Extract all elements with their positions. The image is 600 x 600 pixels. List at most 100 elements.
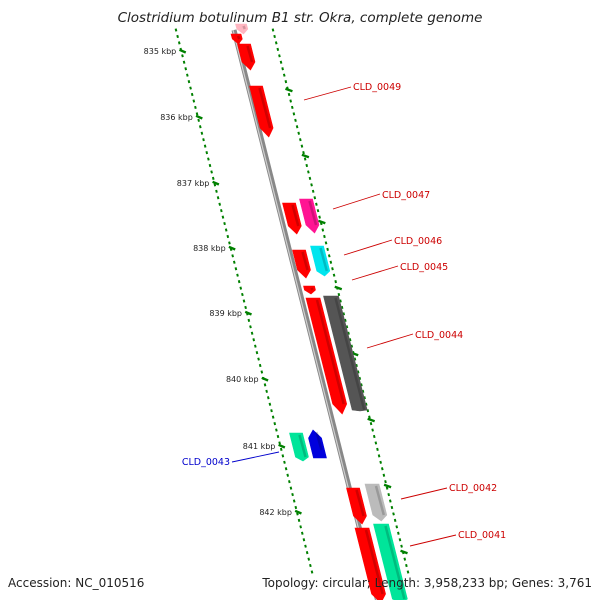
outer-major-tick xyxy=(334,285,343,291)
leader-line xyxy=(303,86,352,101)
inner-tick-mark xyxy=(252,338,256,342)
gene-arrow xyxy=(289,432,309,462)
outer-tick-mark xyxy=(392,512,395,516)
inner-tick-mark xyxy=(174,28,178,32)
tick-label: 841 kbp xyxy=(243,442,276,451)
gene-arrow xyxy=(373,523,408,600)
outer-tick-mark xyxy=(321,228,325,232)
outer-tick-mark xyxy=(398,538,402,542)
inner-tick-mark xyxy=(247,318,251,322)
outer-tick-mark xyxy=(331,267,334,271)
outer-tick-mark xyxy=(305,163,309,168)
inner-tick-mark xyxy=(296,512,299,516)
inner-tick-mark xyxy=(220,209,223,213)
outer-tick-mark xyxy=(282,73,286,77)
outer-tick-mark xyxy=(345,325,349,329)
gene-arrow xyxy=(303,285,316,295)
inner-tick-mark xyxy=(270,409,273,413)
inner-tick-mark xyxy=(258,363,262,368)
outer-tick-mark xyxy=(350,344,354,348)
outer-tick-mark xyxy=(390,505,394,510)
gene-shade xyxy=(310,287,314,291)
gene-shade xyxy=(258,87,272,129)
gene-label: CLD_0046 xyxy=(394,236,442,247)
outer-tick-mark xyxy=(271,28,275,32)
outer-tick-mark xyxy=(374,441,378,445)
inner-tick-mark xyxy=(250,331,254,335)
inner-tick-mark xyxy=(242,299,246,303)
major-tick xyxy=(195,114,203,120)
inner-tick-mark xyxy=(297,518,301,522)
inner-tick-mark xyxy=(271,415,275,419)
inner-tick-mark xyxy=(310,570,314,574)
inner-tick-mark xyxy=(265,389,268,393)
outer-tick-mark xyxy=(332,273,336,277)
gene-layer xyxy=(230,23,408,600)
tick-label: 837 kbp xyxy=(177,179,210,188)
outer-tick-mark xyxy=(297,131,301,135)
outer-tick-mark xyxy=(273,34,276,39)
gene-shade xyxy=(319,247,328,272)
inner-tick-mark xyxy=(208,163,212,168)
outer-tick-mark xyxy=(339,299,342,303)
inner-tick-mark xyxy=(239,286,243,290)
inner-tick-mark xyxy=(237,280,241,284)
inner-tick-mark xyxy=(226,234,230,239)
gene-shade xyxy=(242,25,246,30)
inner-tick-mark xyxy=(284,467,288,471)
inner-tick-mark xyxy=(234,267,238,271)
leader-line xyxy=(400,487,448,500)
inner-tick-mark xyxy=(190,92,194,97)
inner-tick-mark xyxy=(186,73,189,77)
gene-shade xyxy=(298,434,307,458)
gene-label: CLD_0045 xyxy=(400,262,448,273)
outer-tick-mark xyxy=(347,331,350,335)
accession-text: Accession: NC_010516 xyxy=(8,576,144,590)
gene-arrow xyxy=(305,297,348,415)
gene-shade xyxy=(315,431,323,451)
outer-tick-mark xyxy=(290,105,294,110)
inner-tick-mark xyxy=(266,396,270,400)
tick-label: 838 kbp xyxy=(193,244,226,253)
outer-tick-mark xyxy=(329,260,333,264)
inner-tick-mark xyxy=(275,428,278,432)
inner-tick-mark xyxy=(309,563,312,568)
outer-tick-mark xyxy=(384,480,387,484)
inner-tick-mark xyxy=(263,383,267,387)
inner-tick-mark xyxy=(187,80,191,84)
outer-tick-mark xyxy=(324,241,328,245)
gene-shade xyxy=(315,299,345,405)
inner-tick-mark xyxy=(300,531,304,535)
inner-tick-mark xyxy=(249,325,252,329)
gene-shade xyxy=(308,200,318,226)
gene-arrow xyxy=(310,245,331,277)
inner-tick-mark xyxy=(221,215,225,219)
gene-shade xyxy=(301,251,309,271)
outer-tick-mark xyxy=(361,389,365,393)
gene-arrow xyxy=(230,33,243,45)
outer-tick-mark xyxy=(340,305,344,310)
outer-tick-mark xyxy=(313,196,317,200)
outer-tick-mark xyxy=(310,183,313,187)
outer-tick-mark xyxy=(389,499,392,503)
outer-major-tick xyxy=(383,483,392,489)
inner-tick-mark xyxy=(203,144,207,148)
inner-tick-mark xyxy=(236,273,239,277)
outer-tick-mark xyxy=(342,312,346,316)
outer-tick-mark xyxy=(278,54,281,58)
outer-tick-mark xyxy=(276,47,280,51)
outer-tick-mark xyxy=(366,409,370,413)
gene-arrow xyxy=(354,527,386,600)
inner-tick-mark xyxy=(257,357,260,361)
inner-tick-mark xyxy=(276,434,280,439)
inner-tick-mark xyxy=(241,292,244,297)
leader-line xyxy=(332,193,381,210)
outer-tick-mark xyxy=(382,473,386,477)
gene-arrow xyxy=(299,198,320,234)
leader-line xyxy=(409,534,457,547)
outer-major-tick xyxy=(285,87,293,93)
outer-tick-mark xyxy=(400,544,403,548)
inner-tick-mark xyxy=(182,60,186,64)
inner-tick-mark xyxy=(260,370,264,374)
